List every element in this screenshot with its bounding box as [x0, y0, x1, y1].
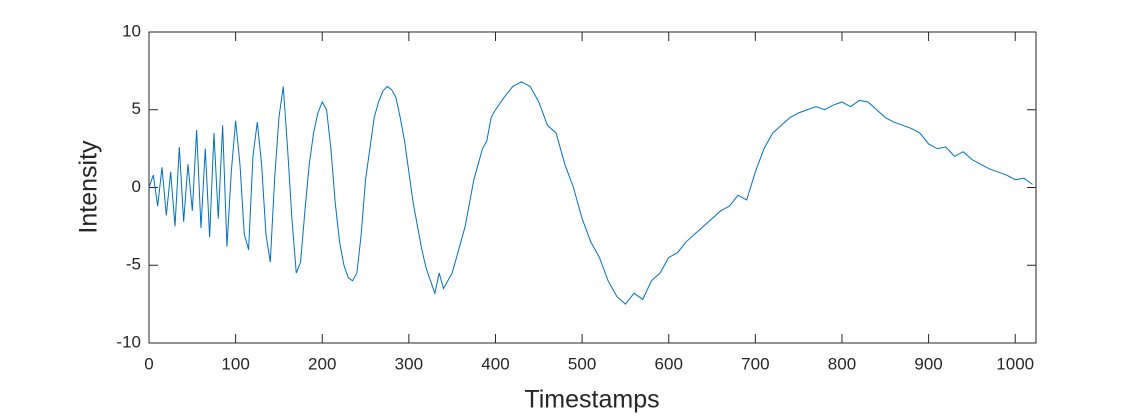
x-tick-label: 400	[481, 354, 509, 373]
y-tick-label: 10	[122, 21, 141, 40]
y-tick-label: 0	[132, 177, 141, 196]
x-tick-label: 800	[828, 354, 856, 373]
y-tick-label: -10	[116, 332, 141, 351]
y-tick-label: 5	[132, 99, 141, 118]
y-axis-label: Intensity	[75, 140, 103, 234]
x-tick-label: 300	[395, 354, 423, 373]
y-tick-label: -5	[126, 255, 141, 274]
plot-area	[148, 31, 1037, 344]
x-tick-label: 600	[655, 354, 683, 373]
x-tick-label: 700	[741, 354, 769, 373]
x-tick-label: 1000	[996, 354, 1034, 373]
x-tick-label: 900	[914, 354, 942, 373]
data-line	[148, 81, 1033, 305]
x-tick-label: 100	[221, 354, 249, 373]
x-tick-label: 200	[308, 354, 336, 373]
x-axis-label: Timestamps	[524, 386, 659, 414]
x-tick-label: 0	[144, 354, 153, 373]
x-tick-label: 500	[568, 354, 596, 373]
